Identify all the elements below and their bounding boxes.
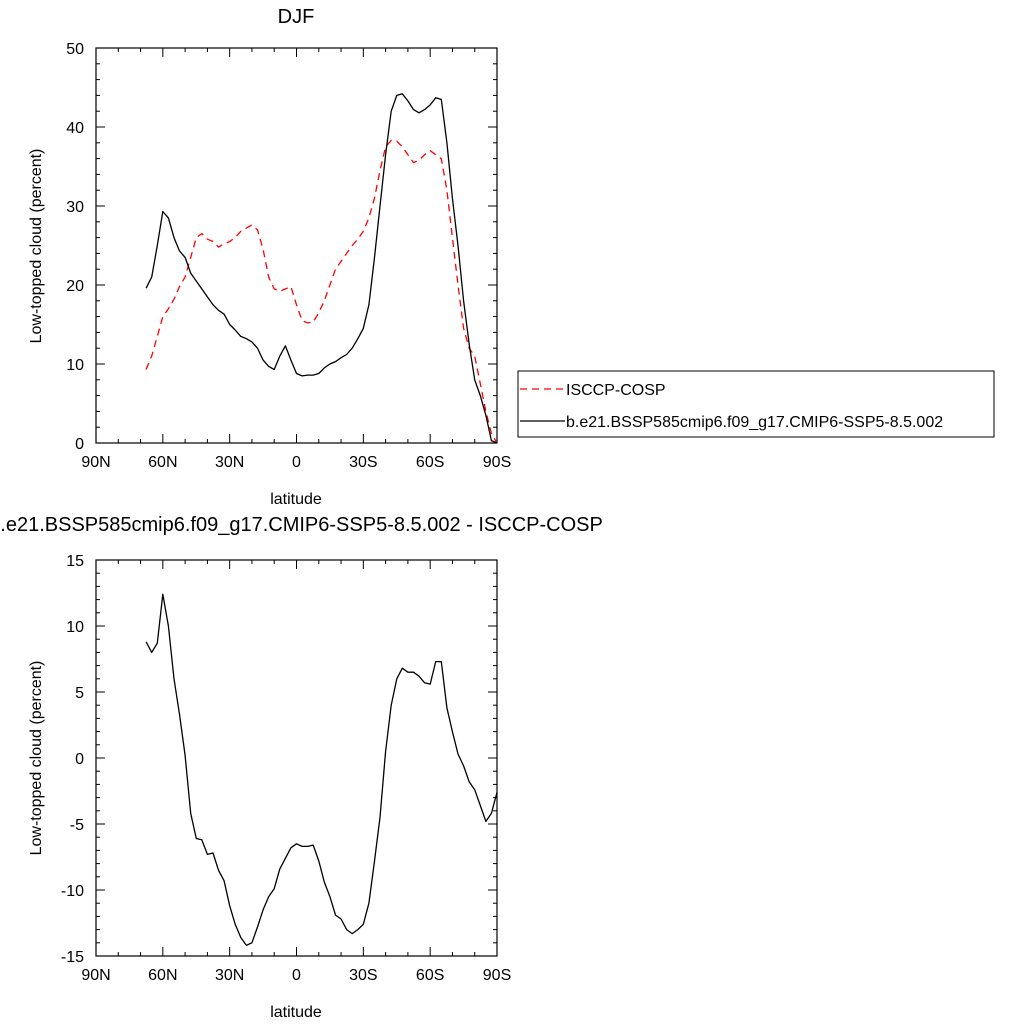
bottom-x-axis-label: latitude [270,1004,322,1021]
legend-box [517,370,995,438]
y-tick-label: 40 [66,120,84,137]
y-tick-label: -10 [61,883,84,900]
legend: ISCCP-COSP b.e21.BSSP585cmip6.f09_g17.CM… [517,370,995,438]
y-tick-label: 30 [66,199,84,216]
x-tick-label: 60N [148,967,177,984]
top-y-axis-label: Low-topped cloud (percent) [28,149,45,344]
x-tick-label: 0 [292,967,301,984]
top-x-axis-label: latitude [270,491,322,508]
y-tick-label: 15 [66,553,84,570]
y-tick-label: 0 [75,436,84,453]
bottom-series [145,593,498,947]
x-tick-label: 30N [215,967,244,984]
x-tick-label: 60N [148,454,177,471]
x-tick-label: 30S [349,967,377,984]
top-panel: DJF 90N 60N 30N 0 30S 60S 90S 0 10 20 30 40 50 latit… [28,6,511,508]
x-tick-label: 30N [215,454,244,471]
top-chart-title: DJF [278,6,315,28]
x-tick-label: 90S [483,967,511,984]
y-tick-label: 5 [75,685,84,702]
top-series-line-0 [145,139,498,444]
x-tick-label: 60S [416,967,444,984]
bottom-panel: b.e21.BSSP585cmip6.f09_g17.CMIP6-SSP5-8.… [0,514,603,1021]
bottom-ticks: 90N 60N 30N 0 30S 60S 90S -15 -10 -5 0 5 10 15 [61,553,511,984]
top-series-line-1 [145,93,498,444]
top-series [145,93,498,444]
bottom-y-axis-label: Low-topped cloud (percent) [28,661,45,856]
y-tick-label: 0 [75,751,84,768]
top-plot-frame [95,47,498,444]
y-tick-label: 20 [66,278,84,295]
x-tick-label: 30S [349,454,377,471]
legend-label-isccp: ISCCP-COSP [566,382,666,399]
legend-label-model: b.e21.BSSP585cmip6.f09_g17.CMIP6-SSP5-8.… [566,414,943,431]
y-tick-label: -15 [61,949,84,966]
y-tick-label: -5 [70,817,84,834]
y-tick-label: 50 [66,41,84,58]
x-tick-label: 90S [483,454,511,471]
bottom-plot-frame [95,559,498,957]
bottom-chart-title: b.e21.BSSP585cmip6.f09_g17.CMIP6-SSP5-8.… [0,514,603,536]
x-tick-label: 90N [81,967,110,984]
x-tick-label: 90N [81,454,110,471]
y-tick-label: 10 [66,619,84,636]
y-tick-label: 10 [66,357,84,374]
x-tick-label: 0 [292,454,301,471]
top-ticks: 90N 60N 30N 0 30S 60S 90S 0 10 20 30 40 50 [66,41,511,471]
x-tick-label: 60S [416,454,444,471]
bottom-series-line-0 [145,593,498,947]
